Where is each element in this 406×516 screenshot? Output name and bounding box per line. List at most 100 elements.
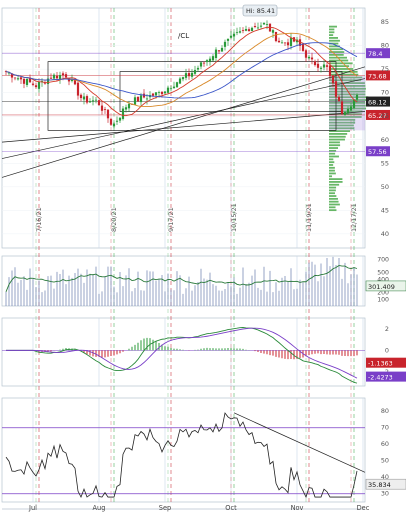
candle-body — [73, 80, 77, 85]
candle-body — [16, 78, 20, 80]
event-date-label-4: 11/19/21 — [305, 203, 313, 232]
candle-body — [52, 74, 56, 79]
panel-price — [1, 7, 366, 249]
volume-profile-bar — [329, 189, 336, 192]
volume-profile-bar — [329, 110, 363, 113]
candle-body — [196, 67, 200, 70]
trendline-2 — [1, 78, 366, 159]
candle-body — [112, 123, 116, 127]
candle-body — [142, 93, 146, 98]
rsi-tick: 30 — [381, 490, 389, 498]
candle-body — [340, 101, 344, 114]
volume-profile-bar — [329, 42, 339, 45]
candle-body — [145, 98, 149, 100]
volume-profile-bar — [329, 93, 366, 96]
candle-body — [337, 96, 341, 102]
volume-tick: 400 — [377, 276, 389, 283]
panel-rsi — [1, 397, 366, 503]
volume-profile-bar — [329, 65, 350, 68]
high-badge[interactable]: Hi: 85.41 — [242, 4, 278, 17]
volume-profile-bar — [329, 133, 348, 135]
candle-body — [250, 27, 254, 32]
volume-profile-bar — [329, 31, 335, 34]
candle-body — [61, 73, 65, 76]
volume-profile-bar — [329, 144, 341, 147]
macd-tick: 2 — [385, 325, 389, 333]
candle-body — [316, 63, 320, 68]
candle-body — [328, 65, 332, 76]
candle-body — [223, 41, 227, 47]
candle-body — [310, 57, 314, 60]
price-tick: 40 — [381, 230, 389, 238]
candle-body — [13, 77, 17, 79]
volume-profile-bar — [329, 116, 362, 118]
volume-profile-bar — [329, 37, 339, 39]
range-box-inner — [119, 71, 343, 112]
candle-body — [205, 60, 209, 63]
candle-body — [37, 82, 41, 89]
level-label-3: 65.27 — [368, 112, 387, 120]
candle-body — [220, 47, 224, 52]
candle-body — [76, 82, 80, 96]
rsi-last-label: 35.834 — [368, 481, 391, 489]
candle-body — [160, 91, 164, 95]
candle-body — [157, 92, 161, 94]
candle-body — [10, 73, 14, 78]
level-tag-2 — [366, 96, 390, 107]
volume-profile-bar — [329, 164, 334, 166]
candle-body — [178, 78, 182, 84]
symbol-text: /CL — [178, 32, 189, 40]
rsi-last-tag — [365, 478, 406, 490]
candle-body — [49, 77, 53, 79]
candle-body — [190, 72, 194, 77]
volume-profile-bar — [329, 203, 340, 206]
volume-profile-bar — [329, 107, 367, 110]
event-date-label-1: 8/20/21 — [110, 207, 118, 232]
candle-body — [313, 61, 317, 66]
candle-body — [295, 39, 299, 43]
volume-last-tag — [365, 280, 406, 292]
rsi-tick: 40 — [381, 473, 389, 481]
candle-body — [91, 100, 95, 102]
volume-profile-bar — [329, 200, 339, 203]
price-tick: 55 — [381, 159, 389, 167]
candle-body — [325, 65, 329, 67]
volume-last-label: 301.409 — [368, 283, 395, 291]
volume-profile-bar — [329, 175, 333, 178]
volume-profile-bar — [329, 34, 334, 36]
candle-body — [208, 58, 212, 62]
candle-body — [28, 77, 32, 83]
rsi-tick: 70 — [381, 424, 389, 432]
rsi-line — [5, 412, 358, 499]
macd-label-1: -1.1363 — [368, 360, 393, 368]
volume-profile-bar — [329, 166, 335, 169]
candle-body — [274, 31, 278, 42]
candle-body — [115, 120, 119, 122]
month-label-0: Jul — [28, 504, 37, 512]
candle-body — [25, 78, 29, 86]
candle-body — [154, 92, 158, 96]
candle-body — [109, 118, 113, 125]
rsi-tick: 80 — [381, 407, 389, 415]
candle-body — [88, 101, 92, 103]
level-tag-0 — [366, 48, 390, 59]
candle-body — [79, 94, 83, 99]
volume-profile-bar — [329, 161, 335, 164]
candle-body — [94, 99, 98, 101]
candle-body — [151, 93, 155, 96]
volume-profile-bar — [329, 51, 345, 53]
volume-tick: 500 — [377, 270, 389, 277]
level-label-0: 78.4 — [368, 50, 382, 58]
candle-body — [331, 75, 335, 84]
volume-profile-bar — [329, 197, 338, 200]
price-tick: 60 — [381, 136, 389, 144]
candle-body — [34, 85, 38, 88]
volume-ma-line — [5, 264, 358, 292]
macd-signal-line — [6, 327, 358, 379]
candle-body — [169, 88, 173, 90]
candle-body — [235, 32, 239, 34]
candle-body — [133, 97, 137, 105]
symbol-label: /CL — [178, 32, 189, 40]
